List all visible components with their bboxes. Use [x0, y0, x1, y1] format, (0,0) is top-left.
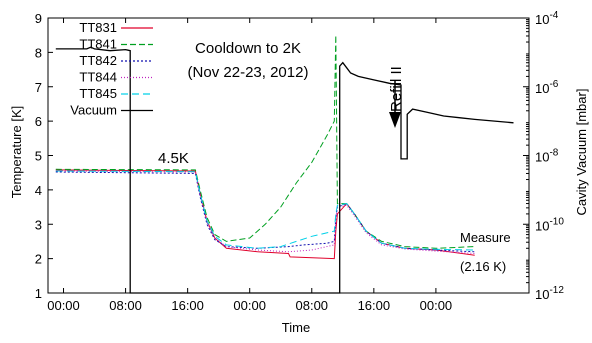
title-line-1: Cooldown to 2K — [195, 40, 301, 57]
x-tick-label: 00:00 — [233, 298, 266, 313]
x-tick-label: 16:00 — [171, 298, 204, 313]
legend-label: TT831 — [79, 20, 117, 35]
y2-tick-label: 10-10 — [535, 216, 564, 233]
refill-annotation: Refill II — [388, 66, 405, 128]
legend-label: TT842 — [79, 53, 117, 68]
y2-tick-label: 10-6 — [535, 79, 559, 96]
y2-tick-label: 10-4 — [535, 10, 559, 27]
annotation-4-5k: 4.5K — [158, 150, 189, 167]
y2-tick-label: 10-8 — [535, 148, 559, 165]
y-tick-label: 7 — [35, 80, 42, 95]
y-tick-label: 3 — [35, 217, 42, 232]
title-line-2: (Nov 22-23, 2012) — [188, 64, 309, 81]
legend-label: TT841 — [79, 37, 117, 52]
y-axis-label: Temperature [K] — [9, 106, 24, 199]
series-tt842 — [55, 171, 475, 253]
y2-tick-label: 10-12 — [535, 285, 564, 302]
x-tick-label: 16:00 — [358, 298, 391, 313]
y-tick-label: 8 — [35, 45, 42, 60]
series-vacuum — [55, 46, 514, 294]
y2-tick-labels: 10-12 10-10 10-8 10-6 10-4 — [535, 10, 564, 302]
legend-label: TT845 — [79, 86, 117, 101]
y-tick-label: 5 — [35, 149, 42, 164]
x-tick-label: 08:00 — [296, 298, 329, 313]
x-tick-label: 00:00 — [420, 298, 453, 313]
y-tick-label: 9 — [35, 11, 42, 26]
series-tt845 — [55, 170, 475, 251]
series-tt831 — [55, 169, 475, 260]
series-tt841 — [55, 35, 475, 249]
series-lines — [55, 35, 514, 294]
series-tt844 — [55, 170, 475, 254]
y-tick-label: 1 — [35, 286, 42, 301]
refill-arrow-head — [389, 112, 401, 128]
y-tick-label: 6 — [35, 114, 42, 129]
measure-label: Measure — [460, 230, 511, 245]
y-tick-label: 4 — [35, 183, 42, 198]
plot-frame — [47, 17, 530, 294]
measure-value: (2.16 K) — [460, 259, 506, 274]
x-tick-labels: 00:00 08:00 16:00 00:00 08:00 16:00 00:00 — [47, 298, 452, 313]
x-tick-label: 08:00 — [109, 298, 142, 313]
x-tick-label: 00:00 — [47, 298, 80, 313]
legend-label: Vacuum — [70, 103, 117, 118]
refill-label: Refill II — [388, 66, 405, 112]
y-tick-labels: 1 2 3 4 5 6 7 8 9 — [35, 11, 42, 301]
y2-axis-label: Cavity Vacuum [mbar] — [574, 89, 589, 216]
x-axis-label: Time — [282, 320, 310, 335]
legend-label: TT844 — [79, 70, 117, 85]
y-tick-label: 2 — [35, 252, 42, 267]
